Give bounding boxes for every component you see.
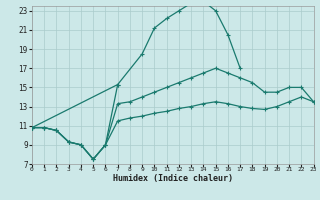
X-axis label: Humidex (Indice chaleur): Humidex (Indice chaleur)	[113, 174, 233, 183]
